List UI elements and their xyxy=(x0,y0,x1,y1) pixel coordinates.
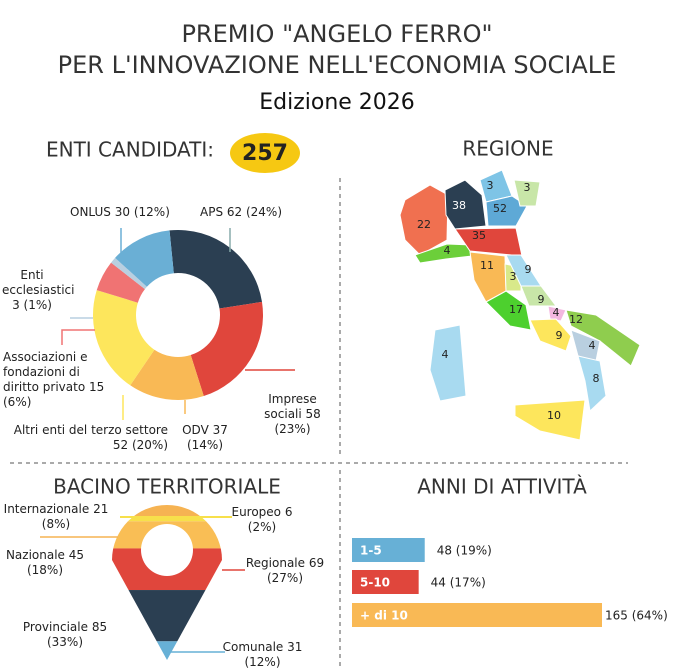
title-line: PER L'INNOVAZIONE NELL'ECONOMIA SOCIALE xyxy=(58,51,617,79)
category-label: ONLUS xyxy=(70,205,111,219)
value-label: 62 (24%) xyxy=(226,205,283,219)
donut-slice xyxy=(93,290,155,386)
pin-band xyxy=(112,517,222,522)
chart-title: BACINO TERRITORIALE xyxy=(53,475,281,499)
value-label: 58 (23%) xyxy=(274,407,321,436)
value-label: 45 (18%) xyxy=(26,548,85,577)
value-label: 31 (12%) xyxy=(244,640,303,669)
region-value: 8 xyxy=(593,372,600,385)
region-value: 9 xyxy=(525,263,532,276)
region-value: 4 xyxy=(553,306,560,319)
candidates-label: ENTI CANDIDATI: xyxy=(46,138,214,162)
donut-slice xyxy=(96,262,145,303)
category-label: APS xyxy=(200,205,224,219)
donut-label: ODV 37 (14%) xyxy=(170,423,240,453)
value-label: 85 (33%) xyxy=(46,620,108,649)
region-value: 22 xyxy=(417,218,431,231)
candidates-count: 257 xyxy=(242,141,288,166)
pin-label: Provinciale 85 (33%) xyxy=(20,620,110,650)
bar-category: + di 10 xyxy=(360,609,408,623)
category-label: Provinciale xyxy=(22,620,88,634)
category-label: Europeo xyxy=(231,505,282,519)
value-label: 52 (20%) xyxy=(112,438,168,452)
bar-category: 5-10 xyxy=(360,576,390,590)
pin-band xyxy=(112,505,222,518)
category-label: Associazioni e fondazioni di diritto pri… xyxy=(3,350,88,394)
value-label: 6 (2%) xyxy=(247,505,293,534)
value-label: 69 (27%) xyxy=(266,556,325,585)
region-value: 4 xyxy=(589,339,596,352)
region-value: 35 xyxy=(472,229,486,242)
pin-band xyxy=(112,641,222,660)
value-label: 48 (19%) xyxy=(437,544,492,558)
bar xyxy=(352,538,425,562)
bar-category: 1-5 xyxy=(360,544,382,558)
value-label: 165 (64%) xyxy=(605,609,668,623)
pin-band xyxy=(112,590,222,642)
donut-label: Associazioni e fondazioni di diritto pri… xyxy=(3,350,115,410)
value-label: 21 (8%) xyxy=(41,502,109,531)
pin-label: Europeo 6 (2%) xyxy=(222,505,302,535)
category-label: ODV xyxy=(182,423,209,437)
region-value: 10 xyxy=(547,409,561,422)
map-title: REGIONE xyxy=(462,137,553,161)
region-value: 38 xyxy=(452,199,466,212)
pin-label: Internazionale 21 (8%) xyxy=(0,502,112,532)
category-label: Enti ecclesiastici xyxy=(2,268,75,297)
value-label: 3 (1%) xyxy=(12,298,52,312)
pin-label: Regionale 69 (27%) xyxy=(245,556,325,586)
donut-label: APS 62 (24%) xyxy=(200,205,320,220)
chart-title: ANNI DI ATTIVITÀ xyxy=(417,475,587,499)
region-value: 12 xyxy=(569,313,583,326)
category-label: Comunale xyxy=(222,640,284,654)
pin-label: Comunale 31 (12%) xyxy=(220,640,305,670)
value-label: 37 (14%) xyxy=(186,423,228,452)
donut-slice xyxy=(111,257,147,290)
italy-map xyxy=(399,169,641,441)
leader-line xyxy=(61,329,95,345)
region-value: 9 xyxy=(538,293,545,306)
donut-slice xyxy=(130,349,204,400)
category-label: Nazionale xyxy=(5,548,65,562)
region-value: 3 xyxy=(510,270,517,283)
count-badge xyxy=(230,133,300,173)
bar xyxy=(352,603,602,627)
category-label: Imprese sociali xyxy=(264,392,317,421)
value-label: 15 (6%) xyxy=(3,380,105,409)
category-label: Regionale xyxy=(245,556,306,570)
donut-label: ONLUS 30 (12%) xyxy=(70,205,190,220)
value-label: 44 (17%) xyxy=(431,576,486,590)
region-value: 3 xyxy=(487,179,494,192)
pin-hole xyxy=(141,524,193,576)
donut-label: Imprese sociali 58 (23%) xyxy=(250,392,335,437)
region-value: 4 xyxy=(444,244,451,257)
edition: Edizione 2026 xyxy=(259,90,415,115)
donut-slice xyxy=(169,230,262,309)
region-value: 11 xyxy=(480,259,494,272)
region-value: 4 xyxy=(442,348,449,361)
donut-label: Enti ecclesiastici 3 (1%) xyxy=(2,268,74,313)
region-value: 3 xyxy=(524,181,531,194)
region-value: 17 xyxy=(509,303,523,316)
category-label: Altri enti del terzo settore xyxy=(13,423,168,437)
bar xyxy=(352,570,419,594)
category-label: Internazionale xyxy=(3,502,90,516)
value-label: 30 (12%) xyxy=(114,205,170,219)
donut-slice xyxy=(190,301,263,397)
region-value: 9 xyxy=(556,329,563,342)
region-value: 52 xyxy=(493,202,507,215)
title-line: PREMIO "ANGELO FERRO" xyxy=(181,20,492,48)
donut-slice xyxy=(115,230,174,287)
pin-label: Nazionale 45 (18%) xyxy=(5,548,85,578)
donut-label: Altri enti del terzo settore 52 (20%) xyxy=(0,423,168,453)
